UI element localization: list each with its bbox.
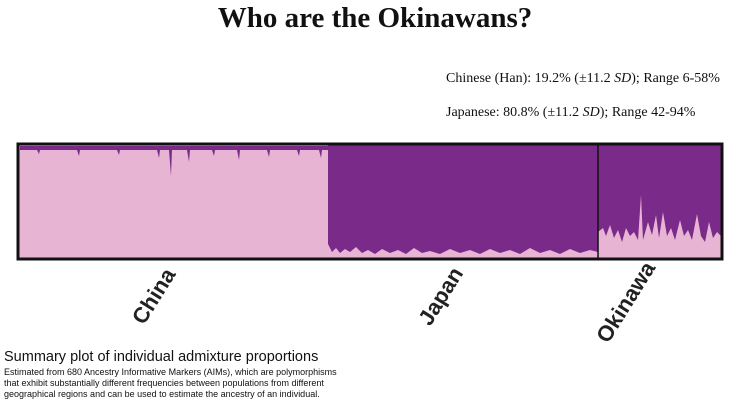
china-spikes [20, 146, 328, 176]
stat-text: Chinese (Han): 19.2% (±11.2 [446, 71, 614, 86]
china-block [19, 145, 329, 258]
plot-frame [16, 142, 724, 261]
group-label: China [127, 263, 181, 329]
group-label: Okinawa [591, 256, 661, 347]
stat-text: ); Range 42-94% [600, 105, 696, 120]
admixture-plot [16, 142, 724, 261]
stat-line: Chinese (Han): 19.2% (±11.2 SD); Range 6… [446, 71, 720, 86]
japan-spikes [328, 244, 598, 258]
stat-line: Japanese: 80.8% (±11.2 SD); Range 42-94% [446, 105, 696, 120]
group-label: Japan [413, 262, 468, 329]
stat-text: Japanese: 80.8% (±11.2 [446, 105, 583, 120]
caption-line: that exhibit substantially different fre… [4, 378, 324, 388]
okinawa-spikes [598, 195, 721, 258]
caption-line: Estimated from 680 Ancestry Informative … [4, 367, 337, 377]
caption-title: Summary plot of individual admixture pro… [4, 349, 318, 365]
japan-block [328, 145, 598, 258]
stat-emphasis: SD [583, 105, 600, 120]
caption-line: geographical regions and can be used to … [4, 389, 320, 399]
stat-emphasis: SD [614, 71, 631, 86]
stat-text: ); Range 6-58% [631, 71, 720, 86]
title: Who are the Okinawans? [218, 2, 532, 34]
